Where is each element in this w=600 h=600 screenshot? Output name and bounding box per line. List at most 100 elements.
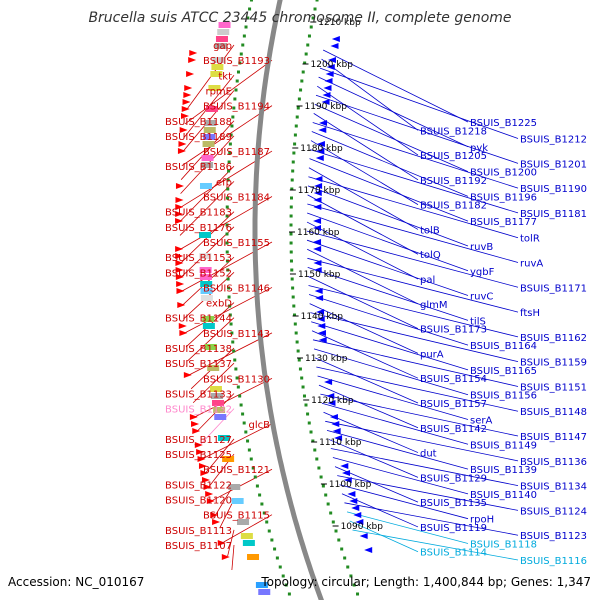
right-connector-line [309, 303, 419, 354]
right-connector-line [309, 158, 469, 222]
left-connector-line [179, 165, 235, 222]
left-gene-label: BSUIS_B1120 [165, 496, 232, 507]
ring-dot [289, 241, 293, 245]
right-connector-line [306, 239, 469, 296]
ring-dot [255, 484, 259, 488]
left-connector-line [227, 529, 235, 557]
ring-dot [227, 286, 231, 290]
reverse-gene-arrow [319, 120, 328, 126]
reverse-gene-arrow [313, 218, 322, 224]
feature-block [237, 519, 250, 525]
reverse-gene-arrow [313, 246, 322, 252]
right-gene-label: ruvA [520, 258, 543, 269]
ring-dot [304, 52, 308, 56]
forward-gene-arrow [175, 246, 184, 252]
reverse-gene-arrow [349, 498, 358, 504]
feature-block [242, 540, 255, 546]
right-connector-line [346, 511, 469, 544]
ring-dot [297, 358, 301, 362]
right-gene-label: BSUIS_B1162 [520, 333, 587, 344]
forward-gene-arrow [175, 211, 184, 217]
right-connector-line [321, 58, 419, 131]
ring-dot [226, 178, 230, 182]
right-connector-line [307, 248, 419, 305]
ring-dot [249, 457, 253, 461]
ring-dot [349, 574, 353, 578]
ring-dot [244, 430, 248, 434]
ring-dot [317, 466, 321, 470]
forward-gene-arrow [175, 197, 184, 203]
right-connector-line [306, 221, 419, 280]
ring-dot [235, 79, 239, 83]
ring-dot [291, 295, 295, 299]
ring-dot [247, 448, 251, 452]
right-gene-label: BSUIS_B1147 [520, 432, 587, 443]
forward-gene-arrow [180, 113, 189, 119]
left-connector-line [200, 408, 235, 445]
ring-dot [291, 160, 295, 164]
left-gene-label: BSUIS_B1133 [165, 389, 232, 400]
feature-block [207, 365, 220, 371]
reverse-gene-arrow [359, 533, 368, 539]
right-connector-line [307, 194, 419, 255]
ring-dot [241, 43, 245, 47]
right-connector-line [307, 266, 469, 321]
ring-dot [356, 592, 360, 596]
kbp-tick-label: 1180 kbp [300, 144, 343, 154]
ring-dot [352, 583, 356, 587]
ring-dot [260, 502, 264, 506]
ring-dot [238, 61, 242, 65]
ring-dot [309, 430, 313, 434]
ring-dot [227, 169, 231, 173]
feature-block [214, 414, 227, 420]
ring-dot [293, 322, 297, 326]
ring-dot [249, 0, 253, 2]
ring-dot [234, 367, 238, 371]
ring-dot [309, 25, 313, 29]
right-gene-label: BSUIS_B1218 [420, 126, 487, 137]
reverse-gene-arrow [326, 64, 335, 70]
right-gene-label: BSUIS_B1123 [520, 531, 587, 542]
right-gene-label: tolB [420, 225, 440, 236]
ring-dot [295, 340, 299, 344]
ring-dot [253, 475, 257, 479]
left-connector-line [202, 423, 273, 459]
ring-dot [291, 286, 295, 290]
forward-gene-arrow [194, 442, 203, 448]
right-connector-line [310, 140, 419, 205]
reverse-gene-arrow [340, 463, 349, 469]
right-connector-line [311, 131, 469, 197]
ring-dot [307, 34, 311, 38]
ring-dot [293, 142, 297, 146]
kbp-tick-label: 1200 kbp [311, 60, 354, 70]
left-gene-label: exbD [206, 299, 232, 310]
feature-block [199, 267, 212, 273]
right-connector-line [317, 85, 419, 156]
forward-gene-arrow [178, 323, 187, 329]
ring-dot [241, 412, 245, 416]
ring-dot [290, 268, 294, 272]
ring-dot [340, 547, 344, 551]
ring-dot [233, 97, 237, 101]
right-gene-label: BSUIS_B1118 [470, 539, 537, 550]
feature-block [255, 582, 268, 588]
left-gene-label: BSUIS_B1115 [203, 511, 270, 522]
reverse-gene-arrow [322, 92, 331, 98]
left-gene-label: rpmE [205, 86, 232, 97]
right-connector-line [328, 439, 419, 478]
ring-dot [289, 232, 293, 236]
feature-block [210, 393, 223, 399]
reverse-gene-arrow [313, 197, 322, 203]
right-gene-label: BSUIS_B1182 [420, 201, 487, 212]
forward-gene-arrow [181, 106, 190, 112]
right-connector-line [332, 457, 469, 495]
ring-dot [262, 511, 266, 515]
right-gene-label: BSUIS_B1156 [470, 391, 537, 402]
backbone-arc [252, 0, 324, 600]
left-gene-label: BSUIS_B1113 [165, 526, 232, 537]
right-connector-line [318, 76, 469, 148]
ring-dot [275, 556, 279, 560]
feature-block [222, 456, 235, 462]
ring-dot [231, 340, 235, 344]
reverse-gene-arrow [327, 57, 336, 63]
